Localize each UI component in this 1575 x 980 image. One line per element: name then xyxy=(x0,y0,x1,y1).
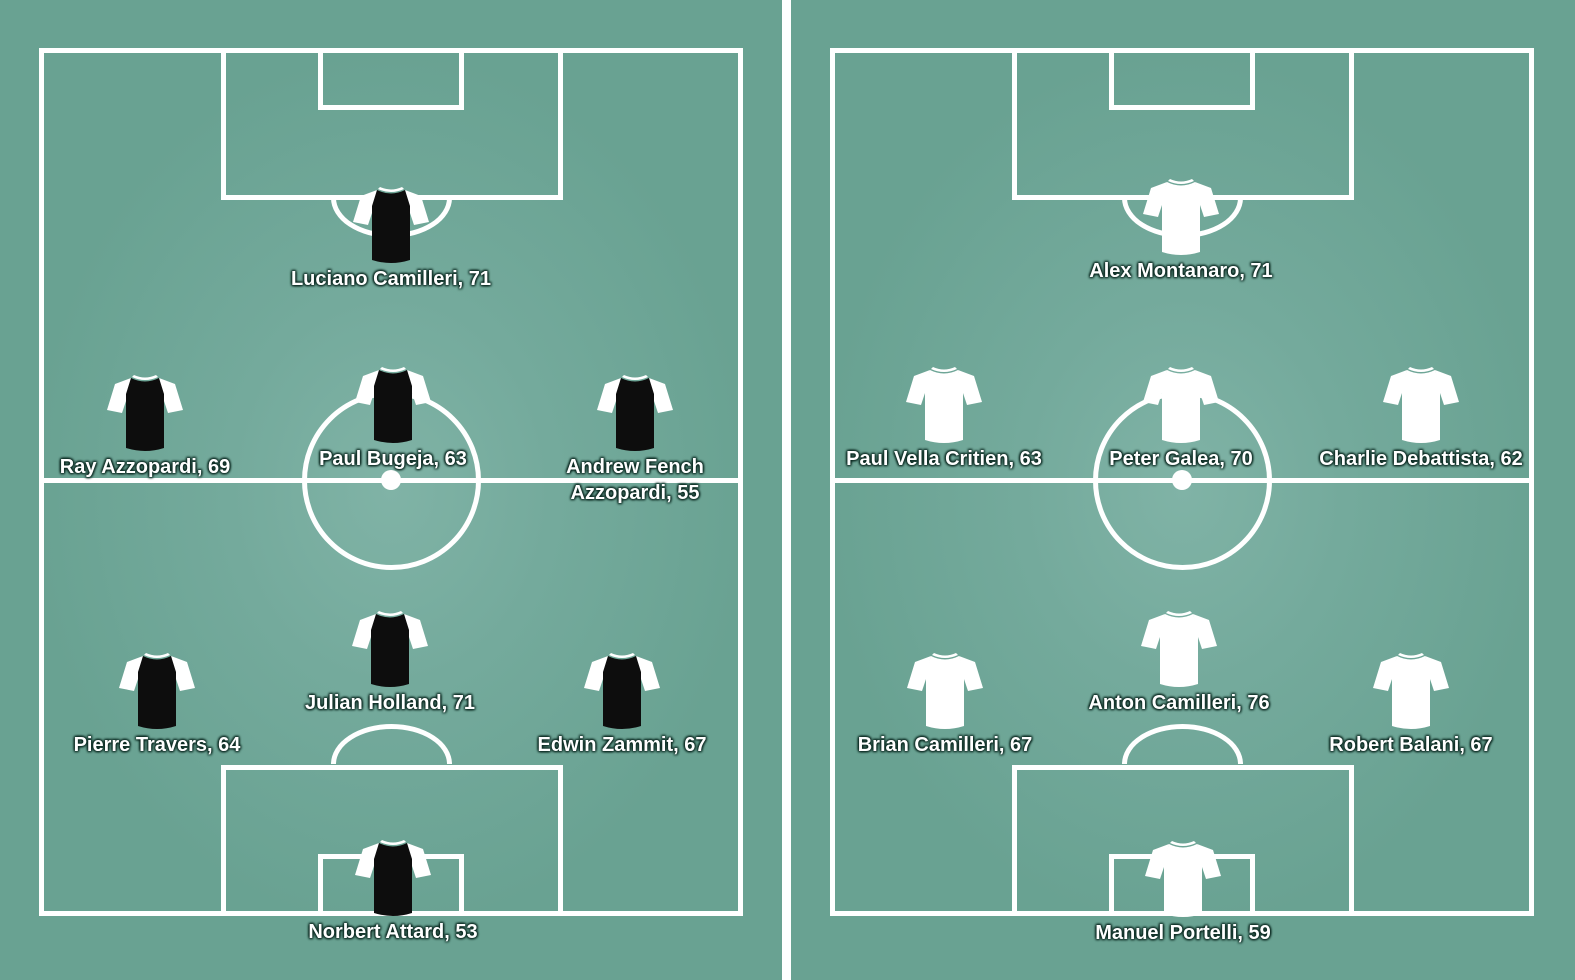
player-marker[interactable]: Anton Camilleri, 76 xyxy=(1029,608,1329,716)
player-marker[interactable]: Paul Bugeja, 63 xyxy=(243,364,543,472)
player-marker[interactable]: Robert Balani, 67 xyxy=(1261,650,1561,758)
top-goal-box xyxy=(318,48,464,110)
player-name: Paul Vella Critien, 63 xyxy=(846,448,1042,470)
player-marker[interactable]: Charlie Debattista, 62 xyxy=(1271,364,1571,472)
player-name: Manuel Portelli, 59 xyxy=(1095,922,1271,944)
shirt-icon xyxy=(1145,841,1221,917)
shirt-icon xyxy=(1143,367,1219,443)
shirt-icon xyxy=(355,840,431,916)
center-spot xyxy=(381,470,401,490)
player-marker[interactable]: Paul Vella Critien, 63 xyxy=(794,364,1094,472)
center-spot xyxy=(1172,470,1192,490)
player-name: Peter Galea, 70 xyxy=(1109,448,1253,470)
shirt-icon xyxy=(597,375,673,451)
left-team-pitch: Luciano Camilleri, 71 Ray Azzopardi, 69 … xyxy=(0,0,782,980)
right-team-pitch: Alex Montanaro, 71 Paul Vella Critien, 6… xyxy=(791,0,1575,980)
player-marker[interactable]: Andrew Fench Azzopardi, 55 xyxy=(485,372,782,506)
shirt-icon xyxy=(1373,653,1449,729)
player-marker[interactable]: Brian Camilleri, 67 xyxy=(795,650,1095,758)
player-marker[interactable]: Edwin Zammit, 67 xyxy=(472,650,772,758)
player-name: Pierre Travers, 64 xyxy=(73,734,241,756)
player-name: Ray Azzopardi, 69 xyxy=(59,456,231,478)
top-goal-box xyxy=(1109,48,1255,110)
player-name: Robert Balani, 67 xyxy=(1329,734,1493,756)
player-marker[interactable]: Luciano Camilleri, 71 xyxy=(241,184,541,292)
player-marker[interactable]: Ray Azzopardi, 69 xyxy=(0,372,295,480)
player-name: Charlie Debattista, 62 xyxy=(1319,448,1523,470)
shirt-icon xyxy=(353,187,429,263)
player-name: Norbert Attard, 53 xyxy=(308,921,478,943)
player-name: Brian Camilleri, 67 xyxy=(857,734,1033,756)
player-marker[interactable]: Manuel Portelli, 59 xyxy=(1033,838,1333,946)
shirt-icon xyxy=(1383,367,1459,443)
player-name: Edwin Zammit, 67 xyxy=(537,734,707,756)
player-marker[interactable]: Alex Montanaro, 71 xyxy=(1031,176,1331,284)
player-marker[interactable]: Julian Holland, 71 xyxy=(240,608,540,716)
player-name: Andrew Fench Azzopardi, 55 xyxy=(566,456,704,504)
shirt-icon xyxy=(906,367,982,443)
player-name: Alex Montanaro, 71 xyxy=(1089,260,1273,282)
player-name: Paul Bugeja, 63 xyxy=(319,448,467,470)
player-name: Anton Camilleri, 76 xyxy=(1088,692,1270,714)
player-marker[interactable]: Norbert Attard, 53 xyxy=(243,837,543,945)
player-marker[interactable]: Peter Galea, 70 xyxy=(1031,364,1331,472)
shirt-icon xyxy=(907,653,983,729)
shirt-icon xyxy=(107,375,183,451)
shirt-icon xyxy=(1141,611,1217,687)
shirt-icon xyxy=(119,653,195,729)
shirt-icon xyxy=(584,653,660,729)
shirt-icon xyxy=(355,367,431,443)
player-marker[interactable]: Pierre Travers, 64 xyxy=(7,650,307,758)
player-name: Julian Holland, 71 xyxy=(304,692,476,714)
shirt-icon xyxy=(1143,179,1219,255)
shirt-icon xyxy=(352,611,428,687)
player-name: Luciano Camilleri, 71 xyxy=(290,268,492,290)
